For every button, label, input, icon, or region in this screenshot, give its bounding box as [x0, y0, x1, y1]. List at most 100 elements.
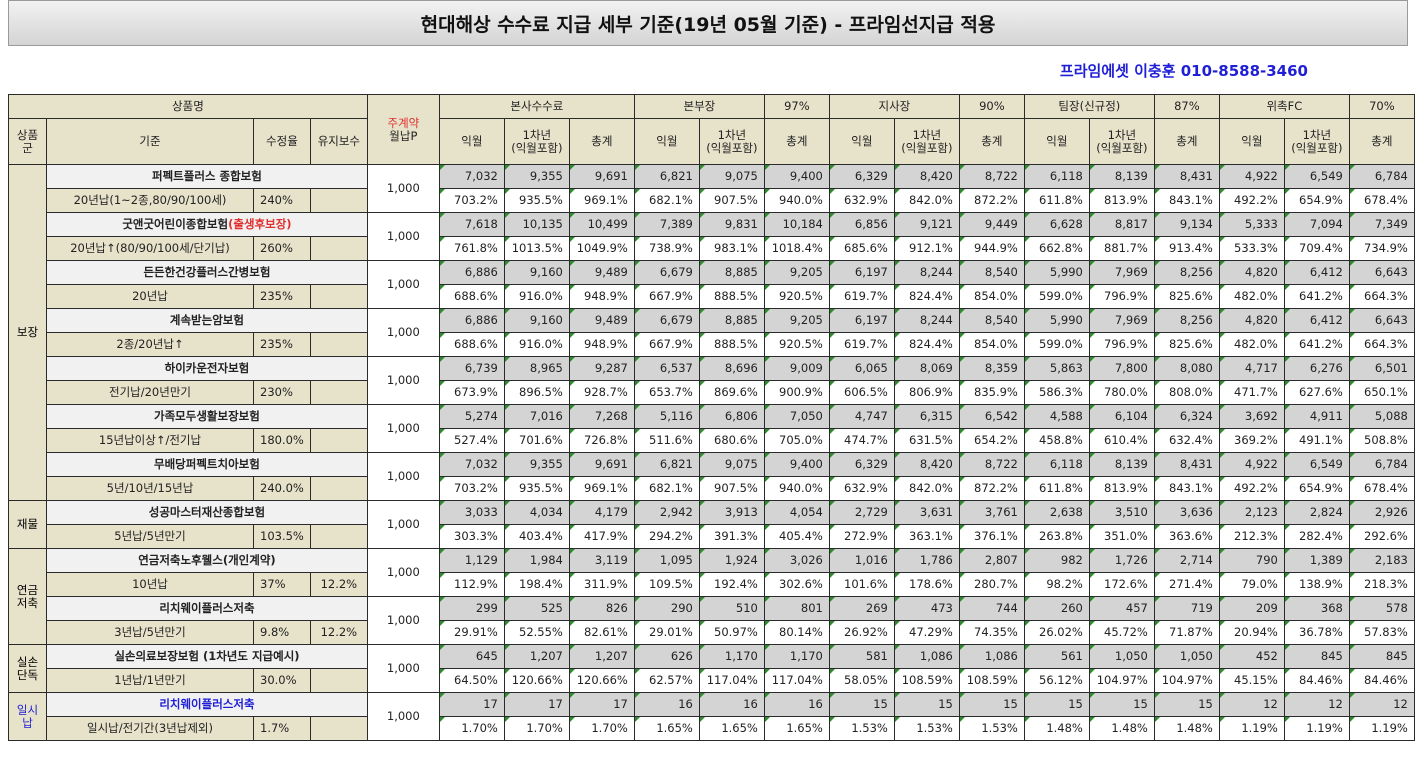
commission-amount: 2,926: [1348, 500, 1415, 525]
commission-amount: 15: [1023, 692, 1090, 717]
table-row: 일시납/전기간(3년납제외) 1.7% 1.70% 1.70% 1.70% 1.65% 1.…: [9, 716, 1415, 741]
commission-amount: 8,420: [893, 164, 960, 189]
commission-amount: 982: [1023, 548, 1090, 573]
commission-percent: 1.48%: [1088, 716, 1155, 741]
commission-amount: 8,139: [1088, 452, 1155, 477]
commission-percent: 944.9%: [958, 236, 1025, 261]
payment-criteria: 5년/10년/15년납: [46, 476, 254, 501]
header-col-total: 총계: [958, 118, 1025, 165]
header-col-year: 1차년 (익월포함): [1283, 118, 1350, 165]
commission-amount: 17: [503, 692, 570, 717]
header-section-name: 본사수수료: [438, 94, 635, 119]
payment-criteria: 5년납/5년만기: [46, 524, 254, 549]
header-row-2: 상품군 기준 수정율 유지보수 익월 1차년 (익월포함) 총계 익월 1차년 (익월포함) 총계 익월…: [8, 118, 1415, 165]
commission-percent: 351.0%: [1088, 524, 1155, 549]
commission-percent: 1.65%: [763, 716, 830, 741]
commission-amount: 9,489: [568, 260, 635, 285]
commission-percent: 1.19%: [1283, 716, 1350, 741]
commission-amount: 1,170: [698, 644, 765, 669]
commission-percent: 813.9%: [1088, 188, 1155, 213]
commission-percent: 678.4%: [1348, 188, 1415, 213]
correction-rate: 230%: [253, 380, 311, 405]
header-col-year-label: 1차년: [717, 127, 747, 142]
commission-percent: 627.6%: [1283, 380, 1350, 405]
commission-amount: 9,009: [763, 356, 830, 381]
product-name: 연금저축노후웰스(개인계약): [46, 548, 368, 573]
commission-percent: 653.7%: [633, 380, 700, 405]
commission-percent: 824.4%: [893, 284, 960, 309]
commission-percent: 688.6%: [438, 332, 505, 357]
commission-amount: 8,696: [698, 356, 765, 381]
commission-percent: 599.0%: [1023, 332, 1090, 357]
commission-amount: 6,412: [1283, 260, 1350, 285]
commission-amount: 8,431: [1153, 164, 1220, 189]
commission-percent: 916.0%: [503, 284, 570, 309]
commission-percent: 26.02%: [1023, 620, 1090, 645]
table-body: 상품명 주계약 월납P 본사수수료 본부장 97% 지사장 90% 팀장(신규정) 87% 위촉FC…: [8, 94, 1415, 741]
commission-amount: 5,088: [1348, 404, 1415, 429]
commission-amount: 5,990: [1023, 308, 1090, 333]
table-row: 가족모두생활보장보험 1,000 5,274 7,016 7,268 5,116 6,806…: [9, 404, 1415, 453]
commission-amount: 5,863: [1023, 356, 1090, 381]
commission-percent: 664.3%: [1348, 332, 1415, 357]
commission-amount: 1,095: [633, 548, 700, 573]
monthly-premium: 1,000: [366, 596, 440, 645]
product-name-label: 든든한건강플러스간병보험: [143, 265, 271, 279]
commission-percent: 854.0%: [958, 332, 1025, 357]
commission-amount: 3,631: [893, 500, 960, 525]
commission-percent: 178.6%: [893, 572, 960, 597]
commission-table: 상품명 주계약 월납P 본사수수료 본부장 97% 지사장 90% 팀장(신규정) 87% 위촉FC…: [8, 94, 1415, 741]
table-row: 일시납 리치웨이플러스저축 1,000 17 17 17 16 16 16 15 15 15 15 15 1…: [8, 692, 1415, 741]
commission-percent: 813.9%: [1088, 476, 1155, 501]
commission-percent: 47.29%: [893, 620, 960, 645]
header-section-pct: 87%: [1153, 94, 1220, 119]
commission-percent: 391.3%: [698, 524, 765, 549]
product-name: 굿앤굿어린이종합보험(출생후보장): [46, 212, 368, 237]
commission-amount: 1,207: [503, 644, 570, 669]
commission-amount: 826: [568, 596, 635, 621]
commission-percent: 1.19%: [1218, 716, 1285, 741]
commission-amount: 9,355: [503, 452, 570, 477]
commission-percent: 104.97%: [1153, 668, 1220, 693]
commission-percent: 948.9%: [568, 284, 635, 309]
commission-amount: 15: [958, 692, 1025, 717]
commission-amount: 8,722: [958, 164, 1025, 189]
commission-amount: 6,643: [1348, 308, 1415, 333]
header-col-year: 1차년 (익월포함): [893, 118, 960, 165]
commission-amount: 6,329: [828, 452, 895, 477]
commission-amount: 578: [1348, 596, 1415, 621]
monthly-premium: 1,000: [366, 548, 440, 597]
commission-percent: 294.2%: [633, 524, 700, 549]
commission-amount: 6,412: [1283, 308, 1350, 333]
commission-percent: 117.04%: [763, 668, 830, 693]
table-row: 리치웨이플러스저축 1,000 299 525 826 290 510 801 269 473 74…: [9, 596, 1415, 645]
product-name-label: 가족모두생활보장보험: [154, 409, 260, 423]
commission-amount: 626: [633, 644, 700, 669]
commission-amount: 801: [763, 596, 830, 621]
header-monthly-premium-label: 월납P: [389, 128, 418, 143]
commission-amount: 6,315: [893, 404, 960, 429]
commission-percent: 611.8%: [1023, 476, 1090, 501]
monthly-premium: 1,000: [366, 260, 440, 309]
commission-percent: 57.83%: [1348, 620, 1415, 645]
commission-amount: 299: [438, 596, 505, 621]
table-row: 10년납 37% 12.2% 112.9% 198.4% 311.9% 109.5% 192.…: [9, 572, 1415, 597]
header-col-year-label: 1차년: [912, 127, 942, 142]
commission-percent: 112.9%: [438, 572, 505, 597]
commission-amount: 4,820: [1218, 308, 1285, 333]
product-name: 무배당퍼펙트치아보험: [46, 452, 368, 477]
table-row: 20년납 235% 688.6% 916.0% 948.9% 667.9% 888.5% 92…: [9, 284, 1415, 309]
header-main-contract: 주계약 월납P: [366, 94, 440, 165]
commission-amount: 9,205: [763, 308, 830, 333]
commission-amount: 2,123: [1218, 500, 1285, 525]
commission-amount: 6,628: [1023, 212, 1090, 237]
commission-amount: 7,349: [1348, 212, 1415, 237]
commission-amount: 15: [893, 692, 960, 717]
commission-amount: 2,942: [633, 500, 700, 525]
commission-amount: 8,069: [893, 356, 960, 381]
commission-percent: 869.6%: [698, 380, 765, 405]
commission-amount: 8,885: [698, 308, 765, 333]
commission-percent: 935.5%: [503, 476, 570, 501]
commission-percent: 376.1%: [958, 524, 1025, 549]
commission-percent: 703.2%: [438, 188, 505, 213]
